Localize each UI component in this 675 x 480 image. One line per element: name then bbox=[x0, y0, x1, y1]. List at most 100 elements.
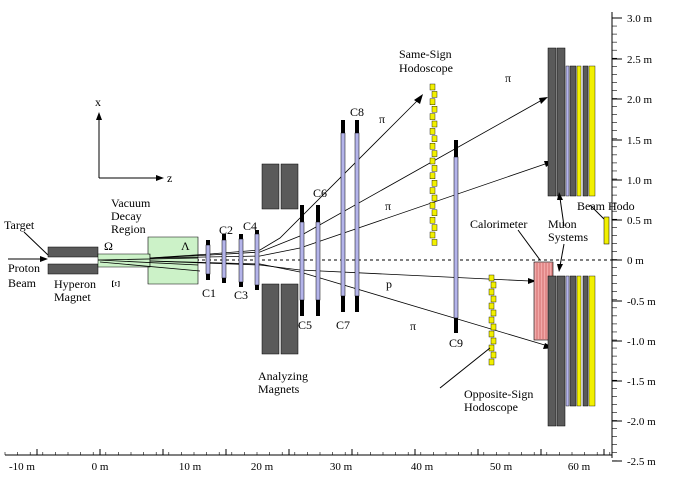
label-magnets: Magnets bbox=[258, 382, 300, 396]
same-sign-hodoscope bbox=[429, 83, 438, 246]
hodoscope-paddle bbox=[429, 157, 436, 165]
muon-pointer-down bbox=[559, 243, 565, 267]
y-tick-label: -1.5 m bbox=[627, 376, 656, 388]
hodoscope-paddle bbox=[429, 231, 436, 239]
y-tick-label: -1.0 m bbox=[627, 336, 656, 348]
label-beam-hodo: Beam Hodo bbox=[577, 199, 635, 213]
chamber-end-cap bbox=[316, 300, 320, 316]
chamber-end-cap bbox=[239, 282, 243, 287]
hodoscope-paddle bbox=[488, 288, 495, 296]
chamber-end-cap bbox=[222, 278, 226, 283]
label-decay: Decay bbox=[111, 209, 142, 223]
label-c8: C8 bbox=[350, 105, 364, 119]
y-tick-label: 1.0 m bbox=[627, 175, 653, 187]
hodoscope-paddle bbox=[490, 351, 497, 359]
chamber-end-cap bbox=[341, 296, 345, 312]
x-tick-label: 50 m bbox=[490, 461, 513, 473]
label-vacuum: Vacuum bbox=[111, 196, 151, 210]
label-calorimeter: Calorimeter bbox=[470, 217, 527, 231]
coord-x-label: x bbox=[95, 95, 101, 109]
x-tick-label: -10 m bbox=[9, 461, 35, 473]
hodoscope-paddle bbox=[488, 358, 495, 366]
vacuum-decay-region bbox=[147, 236, 199, 285]
os-hodo-pointer bbox=[439, 347, 491, 389]
label-c4: C4 bbox=[243, 219, 257, 233]
hodoscope-paddle bbox=[431, 105, 438, 113]
chamber-plane bbox=[299, 221, 305, 301]
hodoscope-paddle bbox=[429, 113, 436, 120]
x-tick-label: 0 m bbox=[92, 461, 109, 473]
label-c1: C1 bbox=[202, 286, 216, 300]
chamber-end-cap bbox=[316, 205, 320, 222]
hodoscope-paddle bbox=[488, 302, 495, 310]
label-pi-mid: π bbox=[385, 199, 391, 213]
label-hodoscope-ss: Hodoscope bbox=[399, 61, 453, 75]
hodoscope-paddle bbox=[490, 295, 497, 303]
label-analyzing: Analyzing bbox=[258, 369, 308, 383]
opposite-sign-hodoscope bbox=[488, 274, 497, 366]
hodoscope-paddle bbox=[490, 337, 497, 345]
label-proton: Proton bbox=[8, 261, 40, 275]
x-tick-label: 60 m bbox=[568, 461, 591, 473]
chamber-plane bbox=[354, 132, 360, 297]
y-tick-label: 1.5 m bbox=[627, 135, 653, 147]
label-beam: Beam bbox=[8, 276, 37, 290]
hodoscope-paddle bbox=[429, 172, 436, 180]
chamber-end-cap bbox=[239, 234, 243, 239]
hodoscope-paddle bbox=[431, 179, 438, 187]
hodoscope-paddle bbox=[490, 309, 497, 317]
analyzing-magnets bbox=[261, 163, 299, 355]
hyperon-magnet bbox=[47, 246, 151, 275]
label-same-sign: Same-Sign bbox=[399, 47, 452, 61]
hodoscope-paddle bbox=[431, 120, 438, 128]
label-omega: Ω bbox=[104, 239, 113, 253]
y-tick-label: 3.0 m bbox=[627, 13, 653, 25]
hodoscope-paddle bbox=[431, 150, 438, 157]
hodoscope-paddle bbox=[429, 128, 436, 135]
label-opposite-sign: Opposite-Sign bbox=[464, 387, 533, 401]
label-pi-lower: π bbox=[410, 319, 416, 333]
chamber-end-cap bbox=[255, 285, 259, 290]
hodoscope-paddle bbox=[429, 202, 436, 209]
hodoscope-paddle bbox=[429, 98, 436, 106]
chamber-end-cap bbox=[300, 300, 304, 316]
label-p: p bbox=[386, 277, 392, 291]
label-c2: C2 bbox=[219, 223, 233, 237]
label-xi: Ξ bbox=[109, 280, 123, 288]
x-tick-label: 20 m bbox=[251, 461, 274, 473]
muon-pointer-up-head bbox=[557, 192, 563, 200]
y-axis: 3.0 m 2.5 m 2.0 m 1.5 m 1.0 m 0.5 m 0 m … bbox=[611, 12, 656, 468]
y-tick-label: -2.0 m bbox=[627, 416, 656, 428]
label-c5: C5 bbox=[298, 318, 312, 332]
target-pointer bbox=[23, 231, 49, 256]
x-tick-label: 40 m bbox=[411, 461, 434, 473]
hodoscope-paddle bbox=[431, 135, 438, 143]
hodoscope-paddle bbox=[431, 209, 438, 217]
muon-pointer-down-head bbox=[557, 264, 563, 272]
label-target: Target bbox=[4, 218, 35, 232]
label-systems: Systems bbox=[548, 230, 588, 244]
muon-pointer-up bbox=[559, 197, 565, 227]
beam-hodo-pointer bbox=[589, 204, 605, 220]
label-c9: C9 bbox=[449, 336, 463, 350]
label-region: Region bbox=[111, 222, 146, 236]
y-tick-label: 2.5 m bbox=[627, 54, 653, 66]
x-axis: -10 m 0 m 10 m 20 m 30 m 40 m 50 m 60 m bbox=[4, 449, 612, 473]
label-muon: Muon bbox=[548, 217, 577, 231]
hodoscope-paddle bbox=[490, 323, 497, 331]
coordinate-axes: x z bbox=[95, 95, 172, 185]
hodoscope-paddle bbox=[488, 330, 495, 338]
chamber-plane bbox=[315, 221, 321, 301]
label-c6: C6 bbox=[313, 186, 327, 200]
label-pi-upper: π bbox=[505, 71, 511, 85]
label-pi-top: π bbox=[379, 112, 385, 126]
chamber-plane bbox=[238, 238, 244, 283]
chamber-plane bbox=[205, 244, 211, 275]
y-tick-label: -0.5 m bbox=[627, 296, 656, 308]
proton-beam-arrow bbox=[8, 256, 48, 262]
y-tick-label: 0.5 m bbox=[627, 215, 653, 227]
hodoscope-paddle bbox=[488, 316, 495, 324]
coord-z-label: z bbox=[167, 171, 172, 185]
muon-systems bbox=[547, 47, 596, 427]
